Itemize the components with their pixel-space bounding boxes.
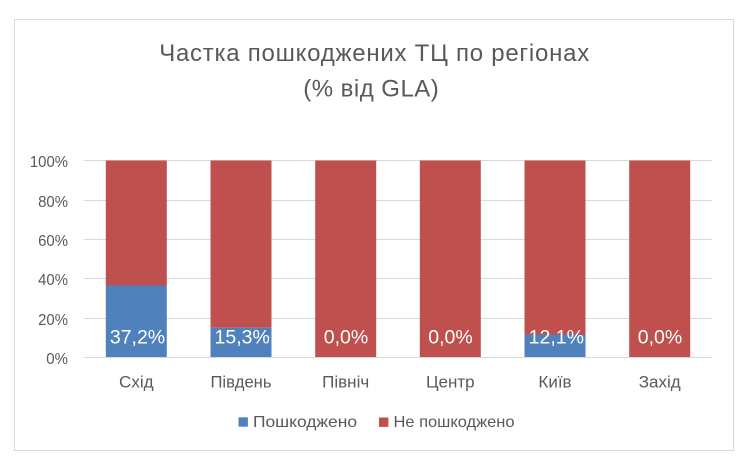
svg-text:Захід: Захід (639, 373, 681, 392)
svg-text:(% від GLA): (% від GLA) (303, 75, 439, 102)
svg-text:Південь: Південь (211, 373, 272, 392)
svg-text:100%: 100% (30, 154, 68, 171)
svg-text:37,2%: 37,2% (110, 327, 165, 349)
svg-text:Схід: Схід (119, 373, 154, 392)
svg-text:Не пошкоджено: Не пошкоджено (394, 414, 515, 431)
svg-text:Пошкоджено: Пошкоджено (253, 414, 357, 431)
svg-text:80%: 80% (38, 194, 68, 211)
svg-text:20%: 20% (38, 312, 68, 329)
svg-text:Північ: Північ (322, 373, 369, 392)
svg-text:0%: 0% (46, 351, 68, 368)
svg-text:12,1%: 12,1% (529, 327, 584, 349)
svg-text:0,0%: 0,0% (638, 327, 682, 349)
svg-text:15,3%: 15,3% (215, 327, 270, 349)
svg-text:0,0%: 0,0% (324, 327, 368, 349)
svg-text:0,0%: 0,0% (428, 327, 472, 349)
svg-text:Частка пошкоджених ТЦ по регіо: Частка пошкоджених ТЦ по регіонах (159, 40, 589, 67)
svg-text:60%: 60% (38, 233, 68, 250)
svg-text:Центр: Центр (426, 373, 475, 392)
svg-text:40%: 40% (38, 272, 68, 289)
svg-text:Київ: Київ (538, 373, 571, 392)
